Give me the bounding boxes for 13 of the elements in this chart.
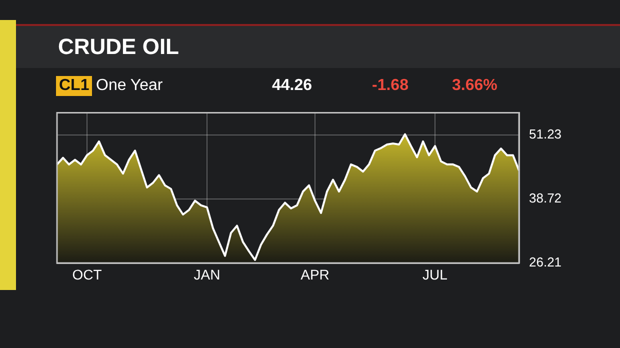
x-tick-label: OCT [72,266,102,282]
y-tick-label: 38.72 [529,190,562,206]
text: -1.68 [372,76,408,96]
x-tick-label: JAN [194,266,220,282]
y-tick-label: 51.23 [529,126,562,142]
x-tick-label: JUL [422,266,448,282]
text: 3.66% [452,76,498,96]
y-tick-label: 26.21 [529,254,562,270]
chart-subtitle: One Year [96,76,163,96]
chart-title: CRUDE OIL [58,34,179,60]
x-tick-label: APR [300,266,330,282]
text: 44.26 [272,76,312,96]
text: CL1 [56,76,92,96]
